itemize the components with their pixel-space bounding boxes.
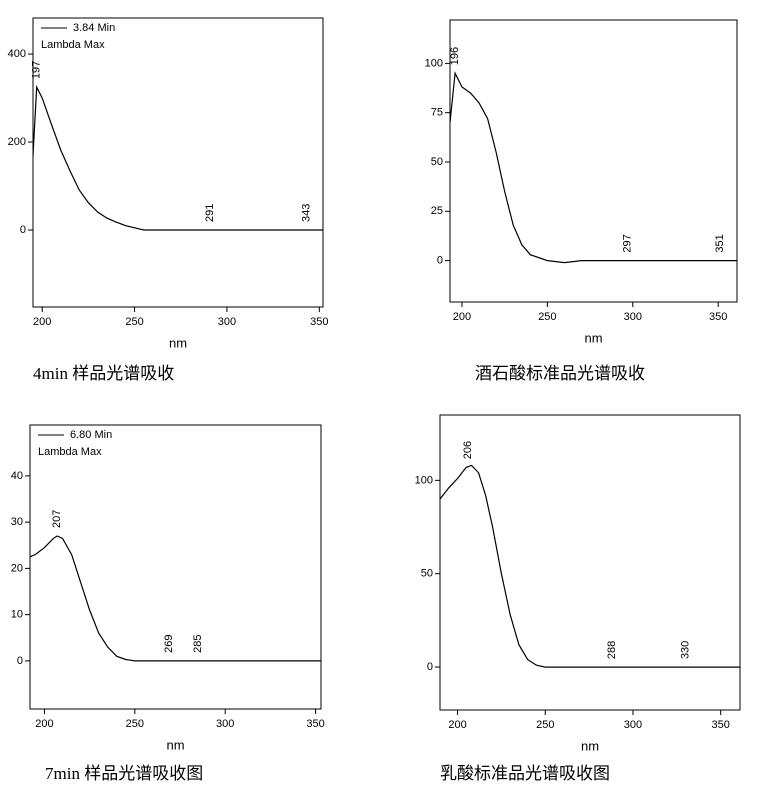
x-tick-label: 300 [624,311,642,323]
x-axis-label: nm [584,330,602,345]
x-tick-label: 350 [310,316,328,328]
peak-label: 297 [622,234,634,252]
peak-label: 196 [449,47,461,65]
peak-label: 330 [680,641,692,659]
plot-frame [29,424,322,710]
spectrum-line [439,464,740,668]
peak-label: 206 [462,441,474,459]
x-tick-label: 250 [536,719,554,731]
y-tick-label: 50 [421,568,433,580]
panel: 200 250 300 350 0 50 100 nm 乳酸标准品光谱吸收图 206 288 330 [415,414,741,783]
legend-note: Lambda Max [38,446,102,458]
x-tick-label: 350 [306,718,324,730]
x-tick-label: 350 [712,719,730,731]
x-tick-label: 200 [35,718,53,730]
x-tick-label: 250 [125,316,143,328]
y-tick-label: 400 [8,48,26,60]
plot-frame [449,19,738,303]
x-tick-label: 350 [709,311,727,323]
legend-label: 6.80 Min [70,429,112,441]
legend-label: 3.84 Min [73,22,115,34]
peak-label: 285 [192,635,204,653]
y-tick-label: 0 [437,254,443,266]
x-axis-label: nm [581,738,599,753]
y-tick-label: 30 [11,516,23,528]
x-axis-label: nm [169,335,187,350]
caption: 酒石酸标准品光谱吸收 [475,364,645,383]
y-tick-label: 0 [17,655,23,667]
peak-label: 197 [31,61,43,79]
caption: 乳酸标准品光谱吸收图 [440,764,610,783]
peak-label: 291 [204,204,216,222]
plot-frame [32,17,324,308]
plot-frame [439,414,741,711]
x-tick-label: 200 [448,719,466,731]
peak-label: 351 [714,234,726,252]
y-tick-label: 75 [431,107,443,119]
peak-label: 269 [163,635,175,653]
y-tick-label: 100 [425,57,443,69]
y-tick-label: 50 [431,156,443,168]
y-tick-label: 200 [8,136,26,148]
y-tick-label: 10 [11,609,23,621]
x-tick-label: 200 [33,316,51,328]
peak-label: 207 [51,510,63,528]
x-tick-label: 300 [218,316,236,328]
x-tick-label: 200 [453,311,471,323]
panel: 200 250 300 350 0 10 20 30 40 nm 7min 样品光谱吸收图 207 26… [11,424,325,783]
peak-label: 288 [606,641,618,659]
caption: 4min 样品光谱吸收 [33,364,174,383]
y-tick-label: 25 [431,205,443,217]
y-tick-label: 100 [415,474,433,486]
legend-note: Lambda Max [41,39,105,51]
x-axis-label: nm [166,737,184,752]
panel: 200 250 300 350 0 25 50 75 100 nm 酒石酸标准品光谱吸收 196 297… [425,19,738,383]
peak-label: 343 [300,204,312,222]
spectrum-line [32,84,323,231]
y-tick-label: 0 [427,661,433,673]
y-tick-label: 0 [20,224,26,236]
spectrum-line [449,71,737,264]
x-tick-label: 250 [126,718,144,730]
panel: 200 250 300 350 0 200 400 nm 4min 样品光谱吸收 197 291 34… [8,17,328,383]
y-tick-label: 20 [11,562,23,574]
x-tick-label: 250 [538,311,556,323]
y-tick-label: 40 [11,470,23,482]
caption: 7min 样品光谱吸收图 [45,764,203,783]
x-tick-label: 300 [624,719,642,731]
spectrum-line [29,535,321,662]
x-tick-label: 300 [216,718,234,730]
